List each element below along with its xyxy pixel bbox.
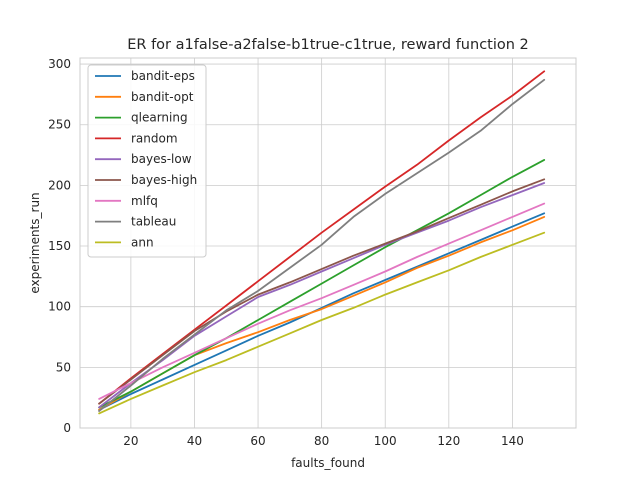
legend-label-tableau: tableau (131, 215, 176, 229)
series-line-bayes-high (98, 178, 546, 405)
x-tick-label: 100 (374, 434, 397, 448)
legend-label-bayes-low: bayes-low (131, 152, 192, 166)
legend: bandit-eps bandit-opt qlearning random bayes… (87, 64, 207, 258)
legend-label-ann: ann (131, 235, 154, 249)
x-tick-label: 140 (501, 434, 524, 448)
y-tick-label: 0 (63, 421, 71, 435)
y-axis-label: experiments_run (28, 192, 42, 293)
y-tick-labels: 0 50 100 150 200 250 300 (48, 57, 71, 435)
x-tick-label: 60 (250, 434, 265, 448)
legend-label-mlfq: mlfq (131, 194, 158, 208)
series-line-ann (98, 231, 546, 415)
chart-title: ER for a1false-a2false-b1true-c1true, re… (127, 37, 529, 53)
y-tick-label: 100 (48, 300, 71, 314)
legend-label-qlearning: qlearning (131, 111, 188, 125)
plot-frame (79, 57, 577, 429)
legend-label-random: random (131, 131, 178, 145)
series-line-mlfq (98, 202, 546, 400)
x-tick-label: 20 (123, 434, 138, 448)
y-tick-label: 250 (48, 118, 71, 132)
y-tick-label: 50 (56, 360, 71, 374)
legend-label-bandit-eps: bandit-eps (131, 69, 195, 83)
x-tick-label: 80 (314, 434, 329, 448)
series-line-bandit-eps (98, 212, 546, 411)
series-line-bayes-low (98, 182, 546, 409)
legend-box (87, 64, 207, 258)
y-tick-label: 150 (48, 239, 71, 253)
x-tick-labels: 20 40 60 80 100 120 140 (123, 434, 524, 448)
series-line-qlearning (98, 158, 546, 409)
y-tick-label: 300 (48, 57, 71, 71)
x-tick-label: 120 (437, 434, 460, 448)
series-line-random (98, 70, 546, 405)
legend-label-bayes-high: bayes-high (131, 173, 197, 187)
legend-label-bandit-opt: bandit-opt (131, 90, 194, 104)
x-tick-label: 40 (187, 434, 202, 448)
series-lines (98, 70, 546, 415)
x-axis-label: faults_found (291, 456, 365, 470)
series-line-tableau (98, 78, 546, 412)
y-tick-label: 200 (48, 178, 71, 192)
